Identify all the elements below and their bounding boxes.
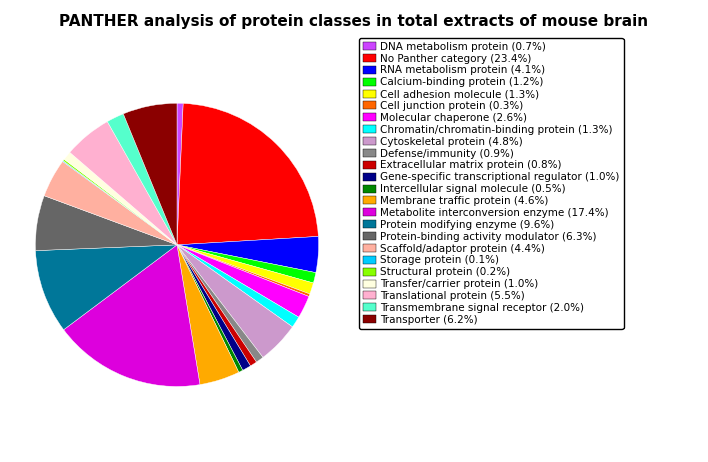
Wedge shape [177,245,263,362]
Wedge shape [35,196,177,250]
Wedge shape [177,245,299,327]
Text: PANTHER analysis of protein classes in total extracts of mouse brain: PANTHER analysis of protein classes in t… [59,14,649,29]
Wedge shape [123,103,177,245]
Wedge shape [177,103,183,245]
Wedge shape [63,159,177,245]
Wedge shape [44,161,177,245]
Wedge shape [177,103,319,245]
Wedge shape [177,245,316,283]
Wedge shape [177,237,319,273]
Wedge shape [64,245,200,386]
Wedge shape [177,245,243,372]
Wedge shape [62,161,177,245]
Wedge shape [177,245,314,294]
Wedge shape [177,245,251,370]
Wedge shape [35,245,177,330]
Wedge shape [177,245,292,358]
Wedge shape [177,245,310,297]
Wedge shape [177,245,256,366]
Wedge shape [177,245,309,317]
Legend: DNA metabolism protein (0.7%), No Panther category (23.4%), RNA metabolism prote: DNA metabolism protein (0.7%), No Panthe… [359,37,624,329]
Wedge shape [177,245,239,384]
Wedge shape [70,122,177,245]
Wedge shape [64,152,177,245]
Wedge shape [108,114,177,245]
